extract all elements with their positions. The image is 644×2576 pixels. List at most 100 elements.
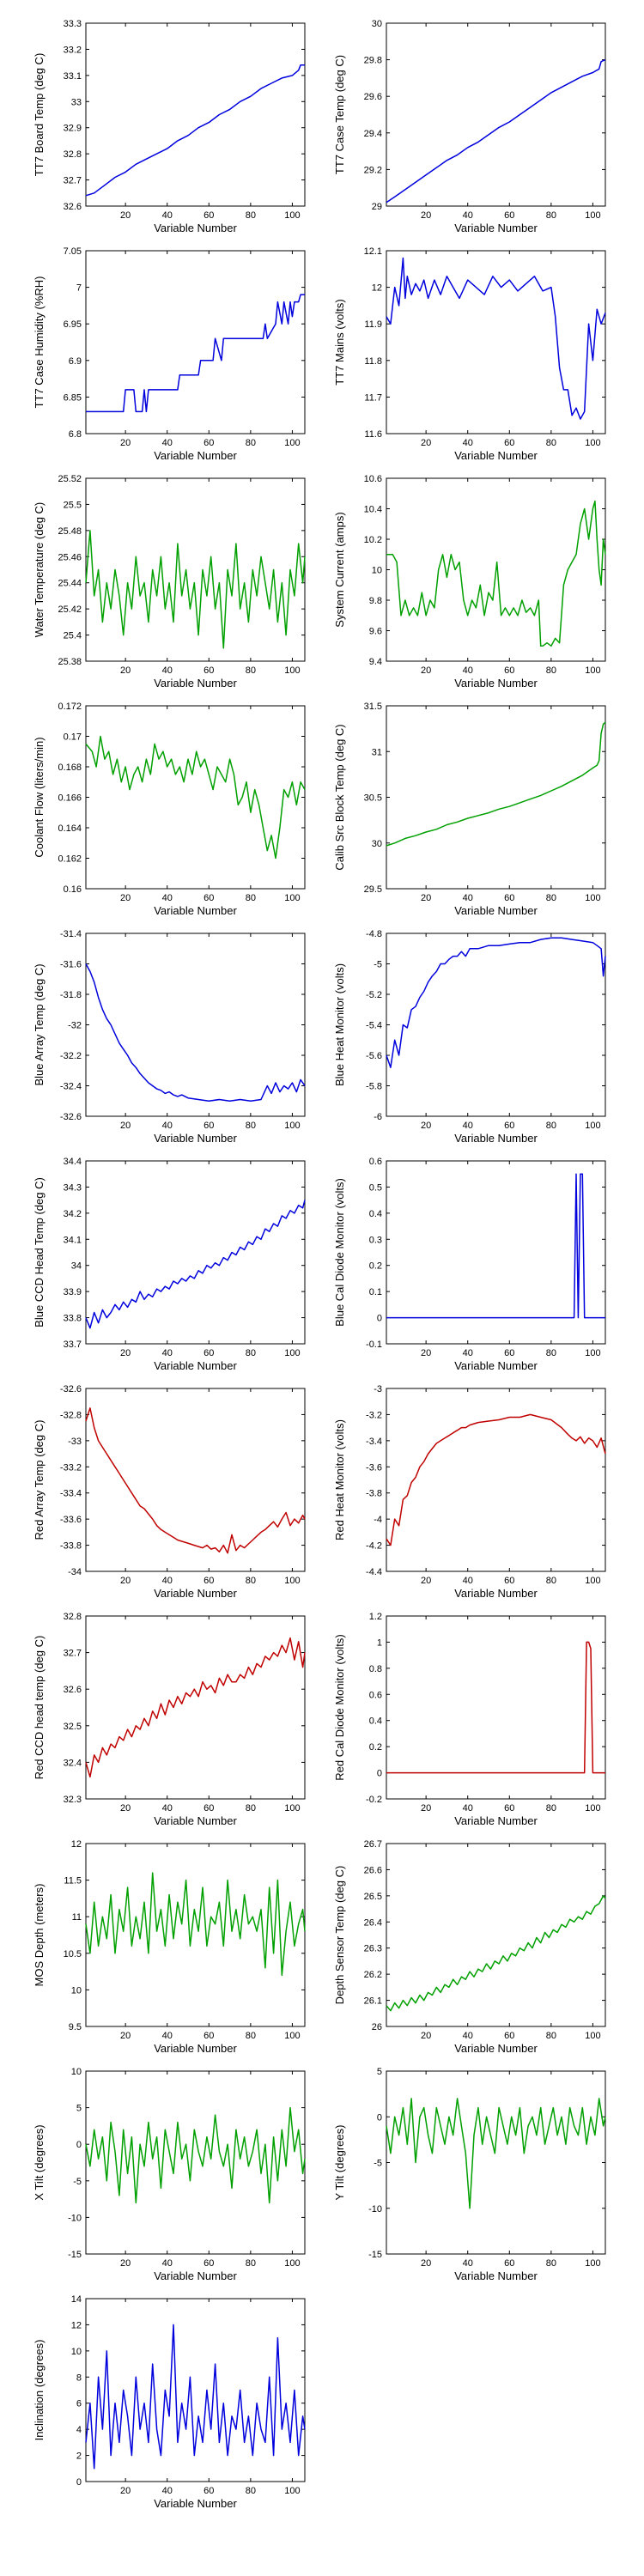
y-tick-label: 10 [71, 1985, 82, 1996]
chart-red-cal-diode-monitor-volts: 20 40 60 80 100 -0.2 0 0.2 0.4 0.6 0.8 1 1.2 Variable… [333, 1612, 606, 1827]
y-tick-label: 29.2 [364, 165, 382, 175]
y-tick-label: 26.7 [364, 1839, 382, 1850]
x-tick-label: 60 [504, 1576, 514, 1586]
y-axis-label: TT7 Case Temp (deg C) [333, 55, 346, 174]
series-line [386, 500, 606, 647]
y-tick-label: 0.164 [58, 823, 82, 834]
x-tick-label: 40 [463, 2031, 473, 2041]
x-tick-label: 40 [162, 893, 173, 903]
x-tick-label: 80 [246, 1121, 256, 1131]
x-tick-label: 80 [546, 1348, 556, 1358]
x-tick-label: 20 [120, 1348, 131, 1358]
y-tick-label: 0.172 [58, 702, 82, 712]
y-tick-label: 0.1 [369, 1287, 382, 1297]
y-tick-label: -32.6 [60, 1112, 82, 1122]
x-tick-label: 40 [162, 1121, 173, 1131]
x-tick-label: 60 [204, 1803, 214, 1814]
x-tick-label: 100 [284, 1576, 300, 1586]
y-axis-label: Red Heat Monitor (volts) [333, 1419, 346, 1540]
x-tick-label: 60 [204, 893, 214, 903]
y-tick-label: 34.3 [64, 1182, 82, 1193]
x-tick-label: 100 [585, 893, 600, 903]
y-tick-label: 0.6 [369, 1157, 382, 1167]
series-line [85, 2106, 306, 2204]
x-tick-label: 60 [204, 665, 214, 676]
x-tick-label: 20 [421, 438, 431, 448]
x-tick-label: 60 [204, 2258, 214, 2269]
y-tick-label: -5 [73, 2177, 82, 2187]
x-tick-label: 100 [585, 2031, 600, 2041]
y-axis-label: Depth Sensor Temp (deg C) [333, 1866, 346, 2005]
x-tick-label: 20 [120, 2031, 131, 2041]
plot-frame [386, 250, 606, 434]
y-tick-label: -32 [68, 1021, 82, 1031]
y-tick-label: 26.2 [364, 1970, 382, 1980]
y-axis-label: Blue Heat Monitor (volts) [333, 963, 346, 1086]
series-line [85, 1407, 306, 1554]
y-tick-label: 33.8 [64, 1314, 82, 1324]
x-tick-label: 80 [246, 2258, 256, 2269]
y-tick-label: -33.6 [60, 1515, 82, 1525]
x-tick-label: 40 [162, 2486, 173, 2496]
x-tick-label: 40 [162, 210, 173, 221]
y-tick-label: 30 [372, 19, 382, 29]
y-tick-label: 6.9 [69, 356, 82, 367]
x-tick-label: 60 [204, 2486, 214, 2496]
x-tick-label: 100 [585, 210, 600, 221]
y-tick-label: 26.5 [364, 1892, 382, 1902]
y-tick-label: 0.17 [64, 732, 82, 743]
y-tick-label: 29.6 [364, 92, 382, 102]
x-tick-label: 40 [463, 1348, 473, 1358]
y-tick-label: 12 [372, 283, 382, 294]
x-tick-label: 20 [421, 2258, 431, 2269]
x-tick-label: 40 [162, 2258, 173, 2269]
chart-red-heat-monitor-volts: 20 40 60 80 100 -4.4 -4.2 -4 -3.8 -3.6 -3.4 -3.2 -3 V… [333, 1384, 606, 1600]
y-tick-label: 6.85 [64, 392, 82, 403]
y-tick-label: 29.5 [364, 884, 382, 895]
y-tick-label: 25.4 [64, 631, 82, 641]
x-axis-label: Variable Number [454, 2269, 538, 2282]
y-tick-label: 31.5 [364, 702, 382, 712]
x-axis-label: Variable Number [454, 677, 538, 690]
x-tick-label: 40 [463, 1803, 473, 1814]
x-tick-label: 100 [585, 2258, 600, 2269]
y-tick-label: 0 [76, 2140, 82, 2150]
chart-red-ccd-head-temp-deg-c: 20 40 60 80 100 32.3 32.4 32.5 32.6 32.7 32.8 Varia… [33, 1612, 306, 1827]
y-tick-label: 5 [76, 2104, 82, 2114]
y-tick-label: 10.5 [64, 1949, 82, 1959]
x-axis-label: Variable Number [454, 449, 538, 462]
x-tick-label: 80 [246, 1576, 256, 1586]
y-tick-label: 9.4 [369, 657, 382, 667]
y-axis-label: Coolant Flow (liters/min) [33, 737, 46, 857]
y-tick-label: 0.6 [369, 1690, 382, 1700]
y-tick-label: 0.16 [64, 884, 82, 895]
y-tick-label: 11 [72, 1912, 82, 1923]
plot-frame [386, 1615, 606, 1800]
y-axis-label: Inclination (degrees) [33, 2340, 46, 2441]
x-tick-label: 20 [120, 1121, 131, 1131]
x-tick-label: 80 [246, 665, 256, 676]
y-tick-label: -33 [68, 1437, 82, 1447]
y-tick-label: -15 [368, 2250, 382, 2260]
y-tick-label: -32.2 [60, 1051, 82, 1061]
y-tick-label: 33 [71, 97, 82, 107]
x-axis-label: Variable Number [454, 1132, 538, 1145]
y-tick-label: -3.8 [366, 1489, 382, 1499]
x-tick-label: 80 [546, 1576, 556, 1586]
y-axis-label: Blue Array Temp (deg C) [33, 963, 46, 1085]
chart-blue-cal-diode-monitor-volts: 20 40 60 80 100 -0.1 0 0.1 0.2 0.3 0.4 0.5 0.6 Variab… [333, 1157, 606, 1372]
y-tick-label: 0 [377, 1314, 382, 1324]
y-tick-label: 10 [71, 2067, 82, 2077]
y-tick-label: 0.4 [369, 1716, 382, 1727]
y-tick-label: 32.6 [64, 1685, 82, 1695]
x-tick-label: 60 [504, 1121, 514, 1131]
x-tick-label: 60 [504, 438, 514, 448]
y-axis-label: Calib Src Block Temp (deg C) [333, 724, 346, 870]
x-tick-label: 80 [546, 1803, 556, 1814]
series-line [386, 1413, 606, 1546]
y-tick-label: 11.8 [364, 356, 382, 367]
x-tick-label: 60 [504, 1348, 514, 1358]
x-tick-label: 40 [162, 2031, 173, 2041]
x-tick-label: 40 [162, 1803, 173, 1814]
series-line [386, 937, 606, 1068]
